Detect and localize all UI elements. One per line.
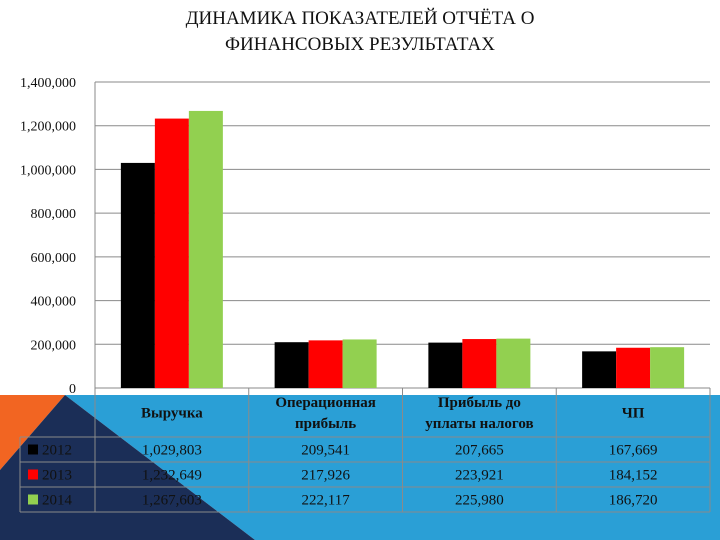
category-label: прибыль — [295, 416, 356, 432]
category-label: Прибыль до — [438, 395, 521, 411]
bar — [582, 351, 617, 388]
bar — [154, 118, 189, 388]
data-table — [19, 82, 711, 513]
bar — [188, 110, 223, 388]
chart-title: ДИНАМИКА ПОКАЗАТЕЛЕЙ ОТЧЁТА О ФИНАНСОВЫХ… — [80, 6, 640, 58]
chart-title-line-1: ДИНАМИКА ПОКАЗАТЕЛЕЙ ОТЧЁТА О — [185, 8, 535, 29]
y-tick-label: 1,200,000 — [20, 120, 76, 135]
legend-label: 2012 — [42, 443, 72, 459]
data-label: 217,926 — [301, 468, 350, 484]
legend-swatch — [28, 494, 38, 505]
y-tick-label: 0 — [69, 382, 76, 397]
legend-swatch — [28, 469, 38, 480]
y-tick-label: 800,000 — [31, 207, 77, 222]
category-labels: Выручка Операционная прибыль Прибыль до упла… — [141, 395, 645, 432]
y-axis-tick-labels: 0 200,000 400,000 600,000 800,000 1,000,000 1,… — [20, 76, 76, 397]
category-label: Операционная — [275, 395, 376, 411]
legend-swatch — [28, 444, 38, 455]
y-tick-label: 1,000,000 — [20, 163, 76, 178]
legend-label: 2013 — [42, 468, 72, 484]
data-label: 167,669 — [609, 443, 658, 459]
bar — [308, 340, 343, 388]
dark-band-shape — [0, 395, 255, 540]
bar — [650, 347, 685, 388]
bar — [496, 338, 531, 388]
chart-title-line-2: ФИНАНСОВЫХ РЕЗУЛЬТАТАХ — [225, 34, 495, 55]
data-label: 223,921 — [455, 468, 504, 484]
data-label: 184,152 — [609, 468, 658, 484]
bar — [428, 342, 463, 388]
data-label: 207,665 — [455, 443, 504, 459]
bar — [462, 339, 497, 388]
bar — [274, 342, 309, 388]
data-label: 1,029,803 — [142, 443, 202, 459]
y-tick-label: 600,000 — [31, 251, 77, 266]
y-tick-label: 400,000 — [31, 295, 77, 310]
legend-label: 2014 — [42, 493, 73, 509]
data-label: 222,117 — [302, 493, 351, 509]
bar — [342, 339, 377, 388]
data-label: 209,541 — [301, 443, 350, 459]
category-label: уплаты налогов — [425, 416, 533, 432]
data-labels: 1,029,803 209,541 207,665 167,669 1,232,649 2… — [142, 443, 658, 509]
y-tick-label: 1,400,000 — [20, 76, 76, 91]
bar — [120, 162, 155, 388]
y-tick-label: 200,000 — [31, 338, 77, 353]
category-label: Выручка — [141, 406, 203, 422]
data-label: 1,232,649 — [142, 468, 202, 484]
data-label: 1,267,603 — [142, 493, 202, 509]
bars — [120, 110, 685, 388]
data-label: 186,720 — [609, 493, 658, 509]
data-label: 225,980 — [455, 493, 504, 509]
legend: 2012 2013 2014 — [28, 443, 73, 509]
bar — [616, 347, 651, 388]
category-label: ЧП — [622, 406, 645, 422]
